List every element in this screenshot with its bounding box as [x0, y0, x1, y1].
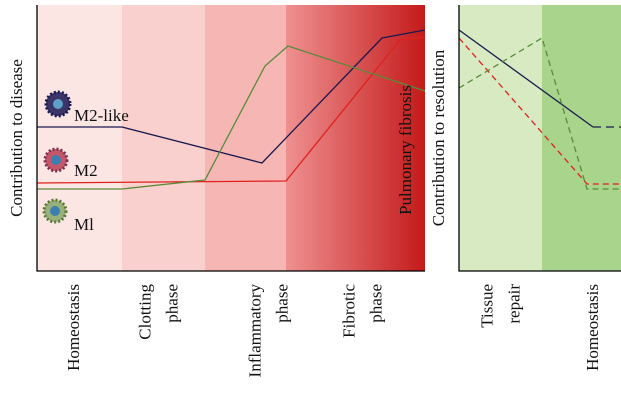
phase-label: Inflammatory	[246, 284, 265, 378]
phase-label: Tissue	[478, 284, 497, 328]
phase-label: phase	[273, 284, 292, 323]
phase-labels: Homeostasis Clotting phase Inflammatory phas…	[64, 284, 602, 378]
y-label: Contribution to resolution	[429, 49, 448, 226]
diagram: Contribution to disease Pulmonary fibros…	[0, 0, 621, 402]
band	[542, 5, 621, 271]
left-panel: Contribution to disease Pulmonary fibros…	[7, 5, 425, 271]
phase-label: Homeostasis	[64, 284, 83, 371]
phase-label: phase	[367, 284, 386, 323]
phase-label: repair	[505, 284, 524, 324]
right-panel: Contribution to resolution	[429, 5, 621, 271]
cell-label: M2	[74, 161, 98, 180]
band	[205, 5, 286, 271]
phase-label: Fibrotic	[340, 284, 359, 338]
overlay-label: Pulmonary fibrosis	[396, 85, 415, 215]
cell-label: M2-like	[74, 106, 129, 125]
phase-label: Clotting	[136, 284, 155, 340]
phase-label: Homeostasis	[583, 284, 602, 371]
phase-label: phase	[163, 284, 182, 323]
cell-label: Ml	[74, 215, 94, 234]
y-label: Contribution to disease	[7, 59, 26, 217]
